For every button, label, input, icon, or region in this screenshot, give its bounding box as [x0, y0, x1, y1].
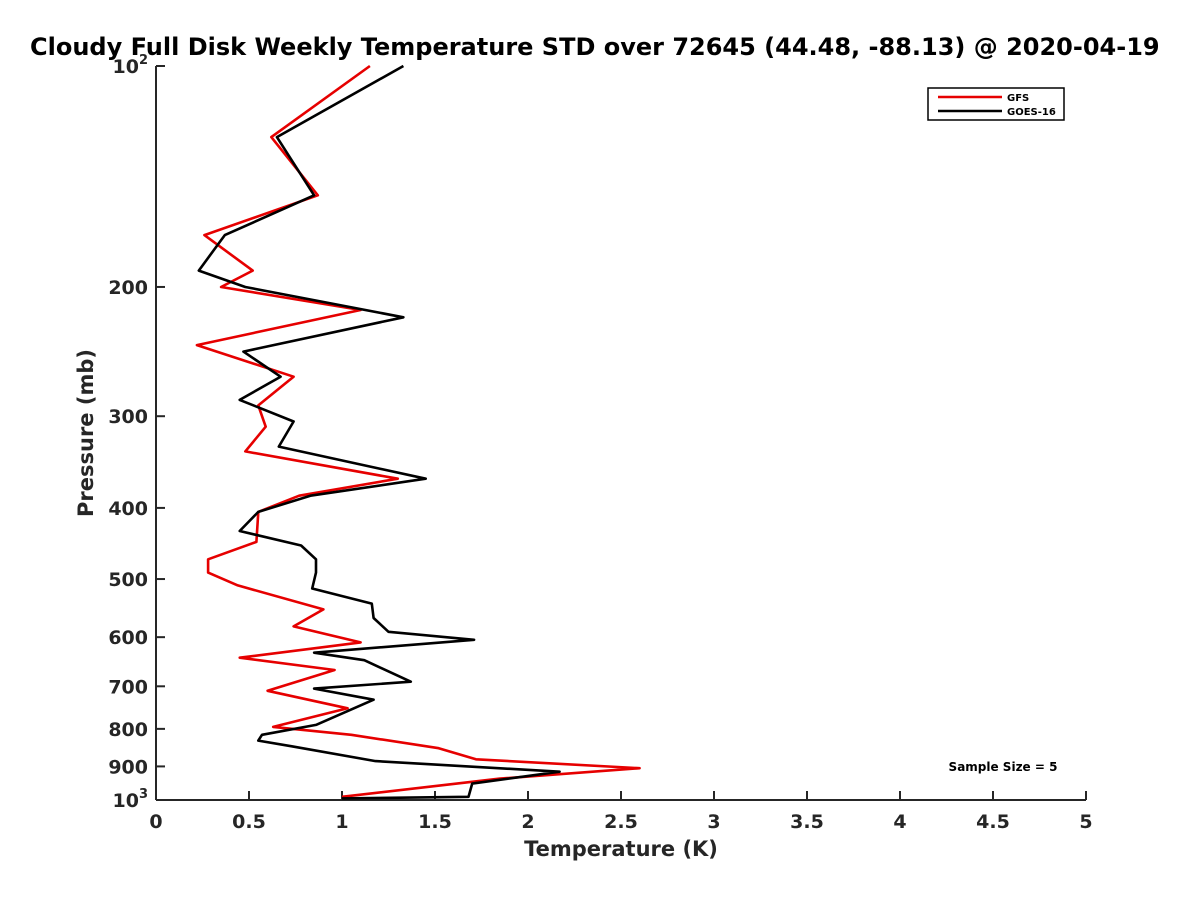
x-tick-label: 0 — [149, 811, 162, 833]
x-tick-label: 2 — [521, 811, 534, 833]
y-tick-label: 700 — [108, 676, 148, 698]
y-tick-label: 200 — [108, 277, 148, 299]
y-tick-label: 800 — [108, 719, 148, 741]
y-tick-label: 900 — [108, 756, 148, 778]
y-tick-label: 500 — [108, 569, 148, 591]
chart-title: Cloudy Full Disk Weekly Temperature STD … — [30, 33, 1160, 61]
legend-box — [927, 87, 1065, 121]
axis-ticks: 0 0.5 1 1.5 2 2.5 3 3.5 4 4.5 5 102 200 300 400 500 600 7… — [108, 53, 1092, 833]
x-tick-label: 1 — [335, 811, 348, 833]
y-tick-label: 400 — [108, 498, 148, 520]
series-layer — [195, 64, 641, 800]
x-tick-label: 2.5 — [604, 811, 638, 833]
legend-entry: GFS — [1007, 93, 1029, 104]
chart-legend: GFS GOES-16 — [927, 87, 1065, 121]
y-tick-label: 102 — [113, 53, 149, 78]
x-tick-label: 5 — [1079, 811, 1092, 833]
y-tick-label: 300 — [108, 406, 148, 428]
x-tick-label: 1.5 — [418, 811, 452, 833]
y-tick-label: 600 — [108, 627, 148, 649]
x-axis-label: Temperature (K) — [524, 837, 718, 861]
y-tick-label: 103 — [113, 787, 149, 812]
x-tick-label: 4 — [893, 811, 906, 833]
series-line-goes-16 — [197, 64, 561, 800]
y-axis-label: Pressure (mb) — [74, 349, 98, 517]
x-tick-label: 4.5 — [976, 811, 1010, 833]
x-tick-label: 3.5 — [790, 811, 824, 833]
sample-size-annotation: Sample Size = 5 — [949, 760, 1058, 774]
x-tick-label: 0.5 — [232, 811, 266, 833]
x-tick-label: 3 — [707, 811, 720, 833]
series-line-gfs — [195, 64, 641, 799]
legend-entry: GOES-16 — [1007, 107, 1056, 118]
